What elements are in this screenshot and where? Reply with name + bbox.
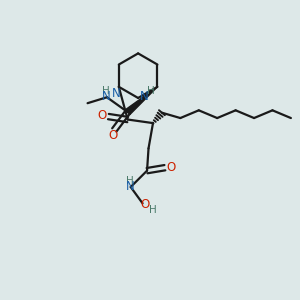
Text: H: H [102,86,110,96]
Text: O: O [140,198,150,211]
Text: O: O [108,129,118,142]
Text: H: H [147,86,154,96]
Text: H: H [126,176,134,186]
Text: N: N [102,90,111,103]
Text: N: N [126,180,134,193]
Text: N: N [140,90,149,103]
Text: O: O [167,160,176,174]
Text: N: N [112,87,121,100]
Text: H: H [149,205,157,215]
Polygon shape [126,87,158,115]
Text: O: O [97,110,106,122]
